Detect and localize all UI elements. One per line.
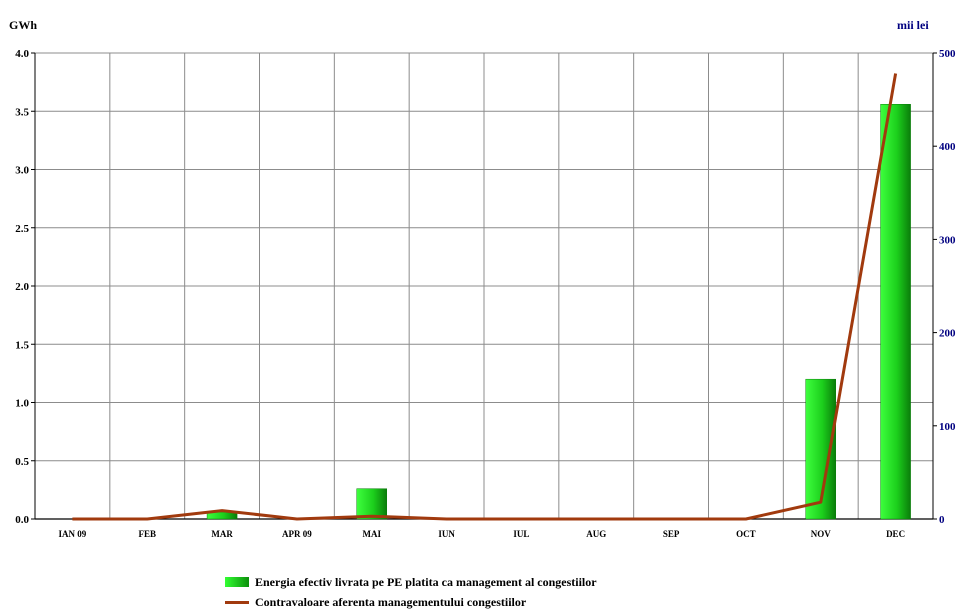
left-tick-label: 1.5 — [15, 339, 29, 351]
x-tick-label: NOV — [811, 529, 832, 539]
left-tick-label: 1.0 — [15, 398, 29, 410]
left-tick-label: 3.0 — [15, 165, 29, 177]
bar — [356, 488, 387, 520]
x-tick-label: IUL — [513, 529, 529, 539]
x-tick-label: MAI — [363, 529, 382, 539]
legend: Energia efectiv livrata pe PE platita ca… — [225, 572, 597, 612]
legend-item-line: Contravaloare aferenta managementului co… — [225, 592, 597, 612]
line-series — [72, 73, 898, 521]
right-tick-label: 400 — [939, 141, 956, 153]
x-tick-label: DEC — [886, 529, 905, 539]
left-tick-label: 0.5 — [15, 456, 29, 468]
left-tick-label: 4.0 — [15, 48, 29, 60]
legend-line-swatch — [225, 600, 249, 604]
x-tick-label: APR 09 — [282, 529, 312, 539]
left-tick-label: 2.0 — [15, 281, 29, 293]
right-axis-unit: mii lei — [897, 18, 929, 32]
x-tick-label: FEB — [138, 529, 156, 539]
x-tick-label: IAN 09 — [59, 529, 87, 539]
legend-line-label: Contravaloare aferenta managementului co… — [255, 594, 527, 609]
left-tick-label: 0.0 — [15, 514, 29, 526]
x-tick-label: SEP — [663, 529, 680, 539]
legend-bar-label: Energia efectiv livrata pe PE platita ca… — [255, 574, 597, 589]
right-tick-label: 100 — [939, 421, 956, 433]
x-tick-label: AUG — [586, 529, 606, 539]
right-tick-label: 0 — [939, 514, 945, 526]
right-tick-label: 500 — [939, 48, 956, 60]
x-tick-label: OCT — [736, 529, 756, 539]
bar — [880, 104, 911, 520]
left-axis-unit: GWh — [9, 18, 38, 32]
left-tick-label: 2.5 — [15, 223, 29, 235]
energy-chart: 0.0 0.5 1.0 1.5 2.0 2.5 3.0 3.5 4.0 0 100 200 300 400… — [15, 48, 956, 539]
legend-item-bar: Energia efectiv livrata pe PE platita ca… — [225, 572, 597, 592]
left-tick-label: 3.5 — [15, 106, 29, 118]
x-tick-label: IUN — [438, 529, 455, 539]
right-tick-label: 300 — [939, 234, 956, 246]
legend-bar-swatch — [225, 577, 249, 587]
right-tick-label: 200 — [939, 328, 956, 340]
x-tick-label: MAR — [211, 529, 233, 539]
